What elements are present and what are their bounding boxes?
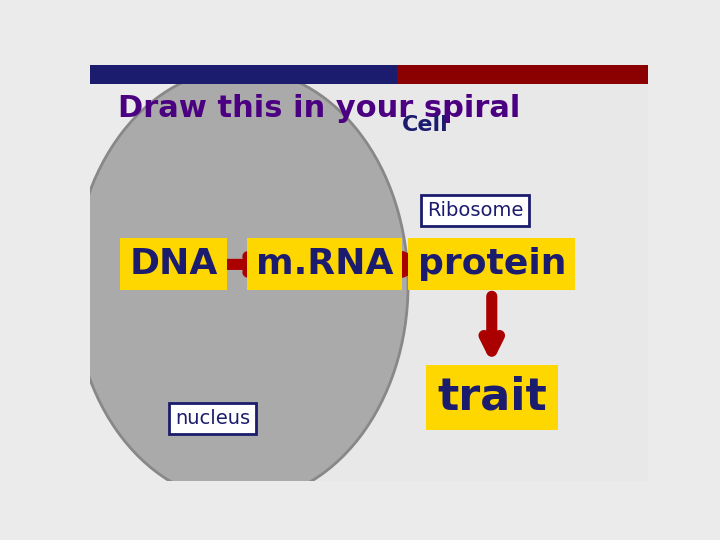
Text: Cell: Cell [402,114,448,134]
Ellipse shape [73,69,408,502]
Text: trait: trait [437,376,546,419]
Ellipse shape [112,0,720,540]
Bar [90,65,648,84]
Text: Draw this in your spiral: Draw this in your spiral [118,94,521,123]
Text: nucleus: nucleus [175,409,251,428]
Text: Ribosome: Ribosome [427,201,523,220]
Bar [397,65,648,84]
Text: DNA: DNA [130,247,218,281]
Text: protein: protein [418,247,566,281]
Text: m.RNA: m.RNA [256,247,393,281]
